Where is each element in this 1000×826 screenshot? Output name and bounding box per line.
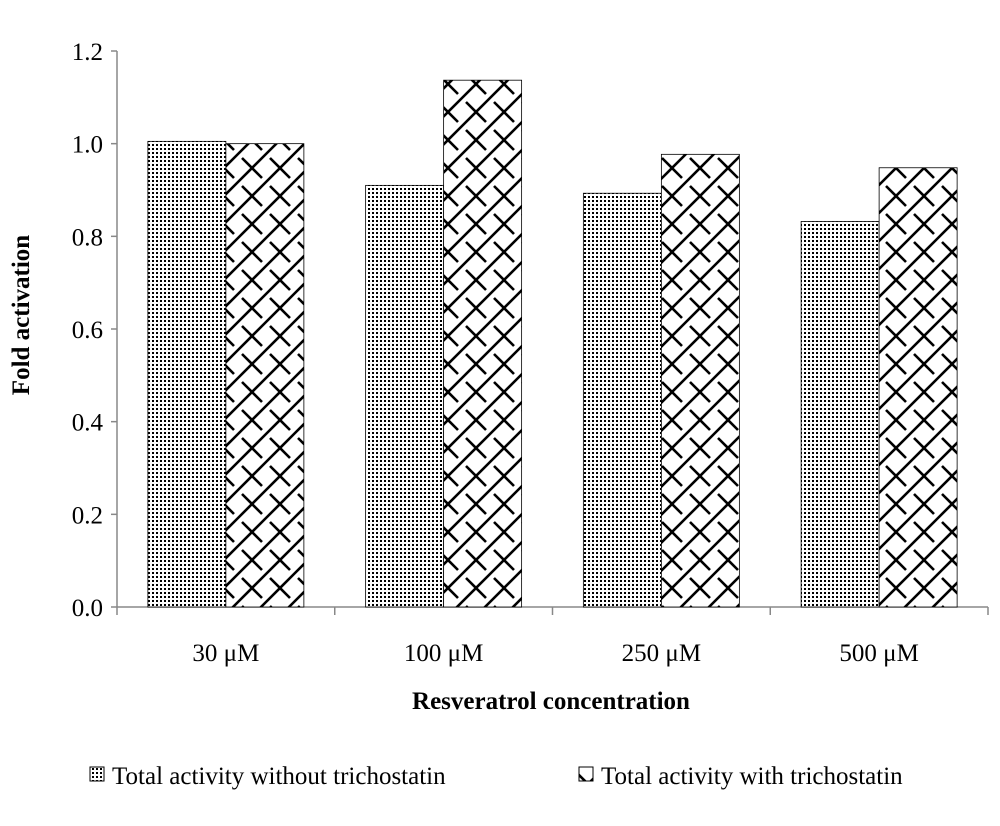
- legend-swatch-without-trichostatin: [89, 766, 105, 782]
- x-tick-label: 100 μM: [404, 640, 483, 667]
- x-axis: 30 μM 100 μM 250 μM 500 μM: [116, 606, 989, 667]
- y-tick-label: 0.0: [72, 595, 103, 622]
- legend: Total activity without trichostatin Tota…: [89, 763, 903, 790]
- legend-swatch-with-trichostatin: [578, 766, 594, 782]
- x-tick-group: 30 μM 100 μM 250 μM 500 μM: [116, 607, 989, 667]
- y-tick-label: 0.8: [72, 224, 103, 251]
- y-tick-label: 1.0: [72, 132, 103, 159]
- bar-with-trichostatin: [878, 167, 958, 608]
- x-tick-label: 30 μM: [192, 640, 259, 667]
- y-tick-label: 0.4: [72, 410, 104, 437]
- bar-without-trichostatin: [147, 140, 227, 608]
- bar-group: [147, 79, 958, 608]
- y-tick-group: 0.0 0.2 0.4 0.6 0.8 1.0 1.2: [72, 39, 117, 622]
- x-tick-label: 500 μM: [839, 640, 918, 667]
- legend-label-with-trichostatin: Total activity with trichostatin: [601, 763, 903, 790]
- bar-with-trichostatin: [225, 143, 305, 608]
- y-tick-label: 0.6: [72, 317, 103, 344]
- bar-without-trichostatin: [800, 221, 880, 608]
- legend-label-without-trichostatin: Total activity without trichostatin: [112, 763, 446, 790]
- bar-without-trichostatin: [582, 192, 662, 608]
- x-axis-title: Resveratrol concentration: [412, 688, 690, 715]
- y-tick-label: 1.2: [72, 39, 103, 66]
- y-axis-title: Fold activation: [8, 235, 35, 396]
- bar-without-trichostatin: [365, 184, 445, 608]
- y-axis: 0.0 0.2 0.4 0.6 0.8 1.0 1.2: [72, 39, 118, 622]
- y-tick-label: 0.2: [72, 502, 103, 529]
- bar-with-trichostatin: [660, 153, 740, 608]
- bar-with-trichostatin: [443, 79, 523, 608]
- x-tick-label: 250 μM: [622, 640, 701, 667]
